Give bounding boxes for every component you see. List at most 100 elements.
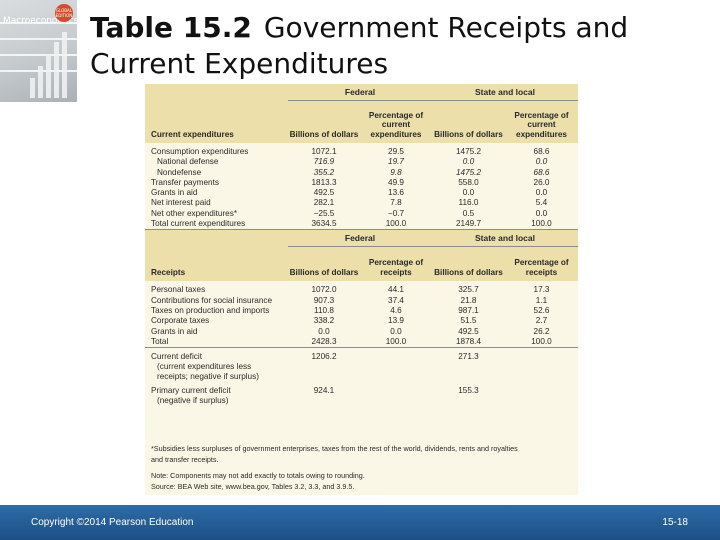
- cell-value: 13.9: [388, 316, 404, 326]
- cell-value: −0.7: [387, 208, 405, 218]
- cell-value: 52.6: [533, 305, 550, 315]
- cell-value: 325.7: [458, 285, 479, 295]
- table-row: Transfer payments 1813.3 49.9 558.0 26.0: [145, 178, 578, 188]
- cell-value: 0.0: [462, 188, 475, 198]
- table-row: Personal taxes 1072.0 44.1 325.7 17.3: [145, 285, 578, 295]
- page-number: 15-18: [662, 517, 688, 528]
- row-label: Personal taxes: [151, 285, 206, 295]
- cover-stripe: [0, 54, 77, 56]
- cell-value: 907.3: [313, 295, 335, 305]
- cell-empty: [360, 382, 432, 396]
- column-header-state-billions: Billions of dollars: [432, 246, 505, 282]
- row-note: (negative if surplus): [157, 396, 229, 406]
- slide-title: Table 15.2 Government Receipts and Curren…: [90, 10, 720, 82]
- table-row: National defense 716.9 19.7 0.0 0.0: [145, 157, 578, 167]
- row-label: Primary current deficit: [151, 386, 231, 396]
- receipts-section: Personal taxes 1072.0 44.1 325.7 17.3 Co…: [145, 281, 578, 349]
- group-header-row: Federal State and local: [145, 229, 578, 248]
- cell-value: 51.5: [460, 316, 477, 326]
- cell-value: 0.0: [318, 326, 330, 336]
- table-row: Corporate taxes 338.2 13.9 51.5 2.7: [145, 316, 578, 326]
- cell-value: 1813.3: [311, 177, 337, 187]
- table-row-note: (current expenditures less: [145, 362, 578, 372]
- cover-stripe: [0, 38, 77, 40]
- cell-value: 0.0: [535, 157, 548, 167]
- row-label: Transfer payments: [151, 177, 219, 187]
- cell-value: 110.8: [314, 305, 334, 315]
- cell-value: 26.2: [533, 326, 550, 336]
- row-label: Total current expenditures: [145, 219, 288, 231]
- group-header-state-local: State and local: [432, 84, 578, 101]
- row-label: Net other expenditures*: [151, 208, 238, 218]
- cell-value: 492.5: [313, 188, 335, 198]
- row-label: Contributions for social insurance: [151, 295, 273, 305]
- cell-value: 1072.1: [311, 147, 337, 156]
- cell-value: 29.5: [388, 147, 404, 156]
- cell-value: 271.3: [458, 352, 479, 362]
- cell-value: 1.1: [535, 295, 548, 305]
- table-row: Consumption expenditures 1072.1 29.5 147…: [145, 147, 578, 157]
- cell-value: 13.6: [388, 188, 404, 198]
- book-cover-image: Macroeconomics GLOBAL EDITION: [0, 0, 77, 102]
- cell-value: 100.0: [360, 336, 432, 349]
- row-label: Taxes on production and imports: [151, 305, 270, 315]
- footnote-star: *Subsidies less surpluses of government …: [151, 444, 518, 453]
- deficits-section: Current deficit 1206.2 271.3 (current ex…: [145, 348, 578, 407]
- column-header-row: Receipts Billions of dollars Percentage …: [145, 246, 578, 282]
- cell-value: 100.0: [505, 219, 578, 231]
- column-header-federal-percentage: Percentage of receipts: [360, 246, 432, 282]
- row-label: Grants in aid: [151, 326, 198, 336]
- column-header-federal-billions: Billions of dollars: [288, 100, 360, 143]
- table-row: Contributions for social insurance 907.3…: [145, 296, 578, 306]
- cell-value: −25.5: [313, 208, 335, 218]
- expenditures-section: Consumption expenditures 1072.1 29.5 147…: [145, 143, 578, 231]
- government-receipts-table: Federal State and local Current expendit…: [145, 84, 578, 406]
- cell-value: 4.6: [390, 305, 402, 315]
- group-header-row: Federal State and local: [145, 84, 578, 101]
- cell-value: 5.4: [535, 198, 548, 208]
- header-spacer: [145, 84, 288, 101]
- footnote-source: Source: BEA Web site, www.bea.gov, Table…: [151, 481, 355, 491]
- cell-value: 3634.5: [288, 219, 360, 231]
- cell-empty: [505, 382, 578, 396]
- group-header-state-local: State and local: [432, 229, 578, 248]
- column-header-row: Current expenditures Billions of dollars…: [145, 100, 578, 143]
- table-footnotes: *Subsidies less surpluses of government …: [151, 444, 575, 492]
- cell-value: 282.1: [313, 198, 335, 208]
- cell-value: 0.0: [390, 326, 402, 336]
- row-label: National defense: [157, 157, 219, 167]
- receipts-header: Federal State and local Receipts Billion…: [145, 229, 578, 282]
- row-label: Nondefense: [157, 167, 202, 177]
- cell-value: 44.1: [388, 285, 404, 295]
- table-row-total: Total 2428.3 100.0 1878.4 100.0: [145, 336, 578, 349]
- table-row-primary-deficit: Primary current deficit 924.1 155.3: [145, 382, 578, 396]
- cell-value: 68.6: [533, 147, 550, 156]
- table-row: Grants in aid 0.0 0.0 492.5 26.2: [145, 327, 578, 337]
- column-header-federal-percentage: Percentage of current expenditures: [360, 100, 432, 143]
- cell-value: 0.0: [535, 188, 548, 198]
- cover-badge: GLOBAL EDITION: [55, 4, 73, 22]
- row-label: Consumption expenditures: [151, 147, 249, 156]
- row-note: (current expenditures less: [157, 362, 252, 372]
- row-label: Total: [145, 336, 288, 349]
- column-header-receipts: Receipts: [145, 246, 288, 282]
- cell-value: 0.0: [462, 157, 475, 167]
- cell-value: 155.3: [458, 386, 479, 396]
- table-row-note: receipts; negative if surplus): [145, 372, 578, 382]
- table-row: Grants in aid 492.5 13.6 0.0 0.0: [145, 188, 578, 198]
- table-row-note: (negative if surplus): [145, 396, 578, 406]
- cell-empty: [360, 348, 432, 363]
- cover-bars-graphic: [30, 32, 67, 98]
- footer-bar: Copyright ©2014 Pearson Education 15-18: [0, 505, 720, 540]
- cell-value: 1206.2: [311, 352, 337, 362]
- group-header-federal: Federal: [288, 84, 432, 101]
- table-row: Net interest paid 282.1 7.8 116.0 5.4: [145, 198, 578, 208]
- table-title: Government Receipts and Current Expendit…: [90, 11, 629, 80]
- cell-value: 7.8: [390, 198, 402, 208]
- table-row-total: Total current expenditures 3634.5 100.0 …: [145, 219, 578, 231]
- row-label: Corporate taxes: [151, 316, 210, 326]
- cell-value: 21.8: [460, 295, 477, 305]
- cell-value: 26.0: [533, 177, 550, 187]
- row-note: receipts; negative if surplus): [157, 372, 259, 382]
- table-row: Taxes on production and imports 110.8 4.…: [145, 306, 578, 316]
